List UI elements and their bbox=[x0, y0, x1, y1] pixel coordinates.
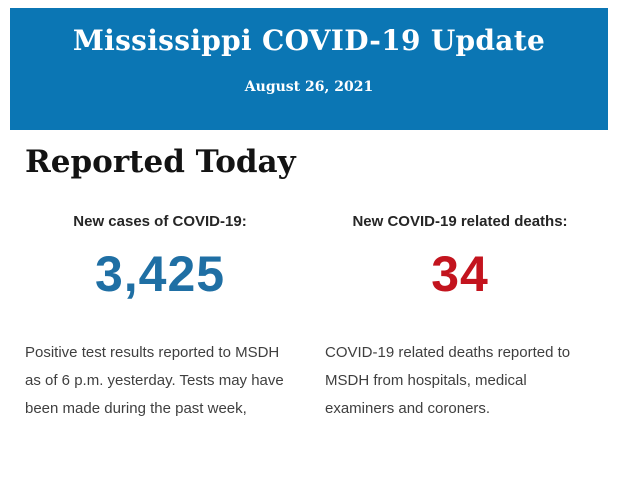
report-section: Reported Today New cases of COVID-19: 3,… bbox=[25, 130, 595, 423]
cases-description: Positive test results reported to MSDH a… bbox=[25, 344, 284, 417]
deaths-column: New COVID-19 related deaths: 34 COVID-19… bbox=[325, 180, 595, 423]
deaths-description: COVID-19 related deaths reported to MSDH… bbox=[325, 344, 571, 417]
newsletter-banner: Mississippi COVID-19 Update August 26, 2… bbox=[10, 8, 608, 130]
cases-column: New cases of COVID-19: 3,425 Positive te… bbox=[25, 180, 295, 423]
cases-value: 3,425 bbox=[94, 246, 226, 302]
stats-columns: New cases of COVID-19: 3,425 Positive te… bbox=[25, 180, 595, 423]
deaths-label: New COVID-19 related deaths: bbox=[352, 213, 568, 230]
cases-label: New cases of COVID-19: bbox=[73, 213, 247, 230]
banner-title: Mississippi COVID-19 Update bbox=[72, 24, 546, 57]
report-heading: Reported Today bbox=[25, 144, 296, 180]
deaths-value: 34 bbox=[431, 246, 489, 302]
banner-date: August 26, 2021 bbox=[244, 79, 374, 95]
